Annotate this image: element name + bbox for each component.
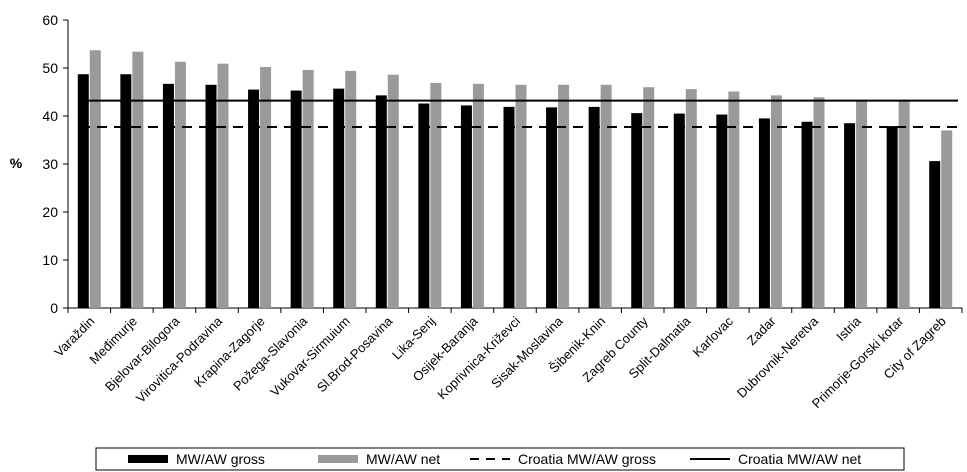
- bar-net: [558, 85, 569, 308]
- bar-net: [516, 85, 527, 308]
- bar-net: [132, 52, 143, 308]
- category-label: Sisak-Moslavina: [488, 313, 566, 391]
- bar-gross: [844, 123, 855, 308]
- y-tick-label: 50: [42, 60, 58, 76]
- bar-gross: [589, 107, 600, 308]
- bar-gross: [631, 113, 642, 308]
- bar-net: [345, 71, 356, 308]
- bar-gross: [887, 126, 898, 308]
- bar-gross: [802, 122, 813, 308]
- y-tick-label: 40: [42, 108, 58, 124]
- bar-net: [473, 84, 484, 308]
- y-axis-label: %: [10, 155, 23, 171]
- x-axis-labels: VaraždinMeđimurjeBjelovar-BilogoraVirovi…: [51, 313, 949, 411]
- plot-area: [78, 50, 958, 308]
- bar-gross: [120, 74, 131, 308]
- bar-gross: [291, 91, 302, 308]
- bar-gross: [163, 84, 174, 308]
- category-label: Dubrovnik-Neretva: [734, 313, 822, 401]
- bar-net: [175, 62, 186, 308]
- bar-gross: [206, 85, 217, 308]
- bar-net: [856, 100, 867, 308]
- category-label: Bjelovar-Bilogora: [102, 313, 183, 394]
- category-label: Karlovac: [690, 313, 737, 360]
- legend-croatia-gross-label: Croatia MW/AW gross: [518, 451, 656, 467]
- category-label: Vukovar-Sirmuium: [267, 314, 353, 400]
- bar-net: [601, 85, 612, 308]
- bar-gross: [716, 115, 727, 308]
- category-label: Sl.Brod-Posavina: [314, 313, 396, 395]
- legend-gross-swatch: [128, 455, 168, 463]
- bar-net: [686, 89, 697, 308]
- bar-gross: [333, 89, 344, 308]
- y-tick-label: 60: [42, 12, 58, 28]
- bar-gross: [674, 114, 685, 308]
- bar-net: [430, 83, 441, 308]
- bar-gross: [461, 105, 472, 308]
- bar-gross: [418, 104, 429, 308]
- bar-gross: [504, 107, 515, 308]
- legend-net-swatch: [318, 455, 358, 463]
- category-label: Zadar: [744, 313, 779, 348]
- category-label: Istria: [833, 313, 864, 344]
- bar-net: [303, 70, 314, 308]
- legend-croatia-net-label: Croatia MW/AW net: [738, 451, 861, 467]
- bar-net: [814, 97, 825, 308]
- bar-gross: [78, 74, 89, 308]
- bar-net: [388, 75, 399, 308]
- y-tick-label: 20: [42, 204, 58, 220]
- bar-gross: [759, 118, 770, 308]
- legend: MW/AW gross MW/AW net Croatia MW/AW gross C…: [96, 448, 904, 470]
- category-label: Požega-Slavonia: [230, 313, 311, 394]
- y-tick-label: 30: [42, 156, 58, 172]
- bar-net: [728, 92, 739, 308]
- bar-gross: [248, 90, 259, 308]
- y-tick-label: 10: [42, 252, 58, 268]
- y-tick-label: 0: [50, 300, 58, 316]
- bar-net: [899, 100, 910, 308]
- bar-net: [643, 87, 654, 308]
- bar-net: [90, 50, 101, 308]
- legend-gross-label: MW/AW gross: [176, 451, 265, 467]
- bar-gross: [546, 107, 557, 308]
- bar-net: [941, 130, 952, 308]
- legend-net-label: MW/AW net: [366, 451, 440, 467]
- bar-gross: [929, 161, 940, 308]
- bar-net: [260, 67, 271, 308]
